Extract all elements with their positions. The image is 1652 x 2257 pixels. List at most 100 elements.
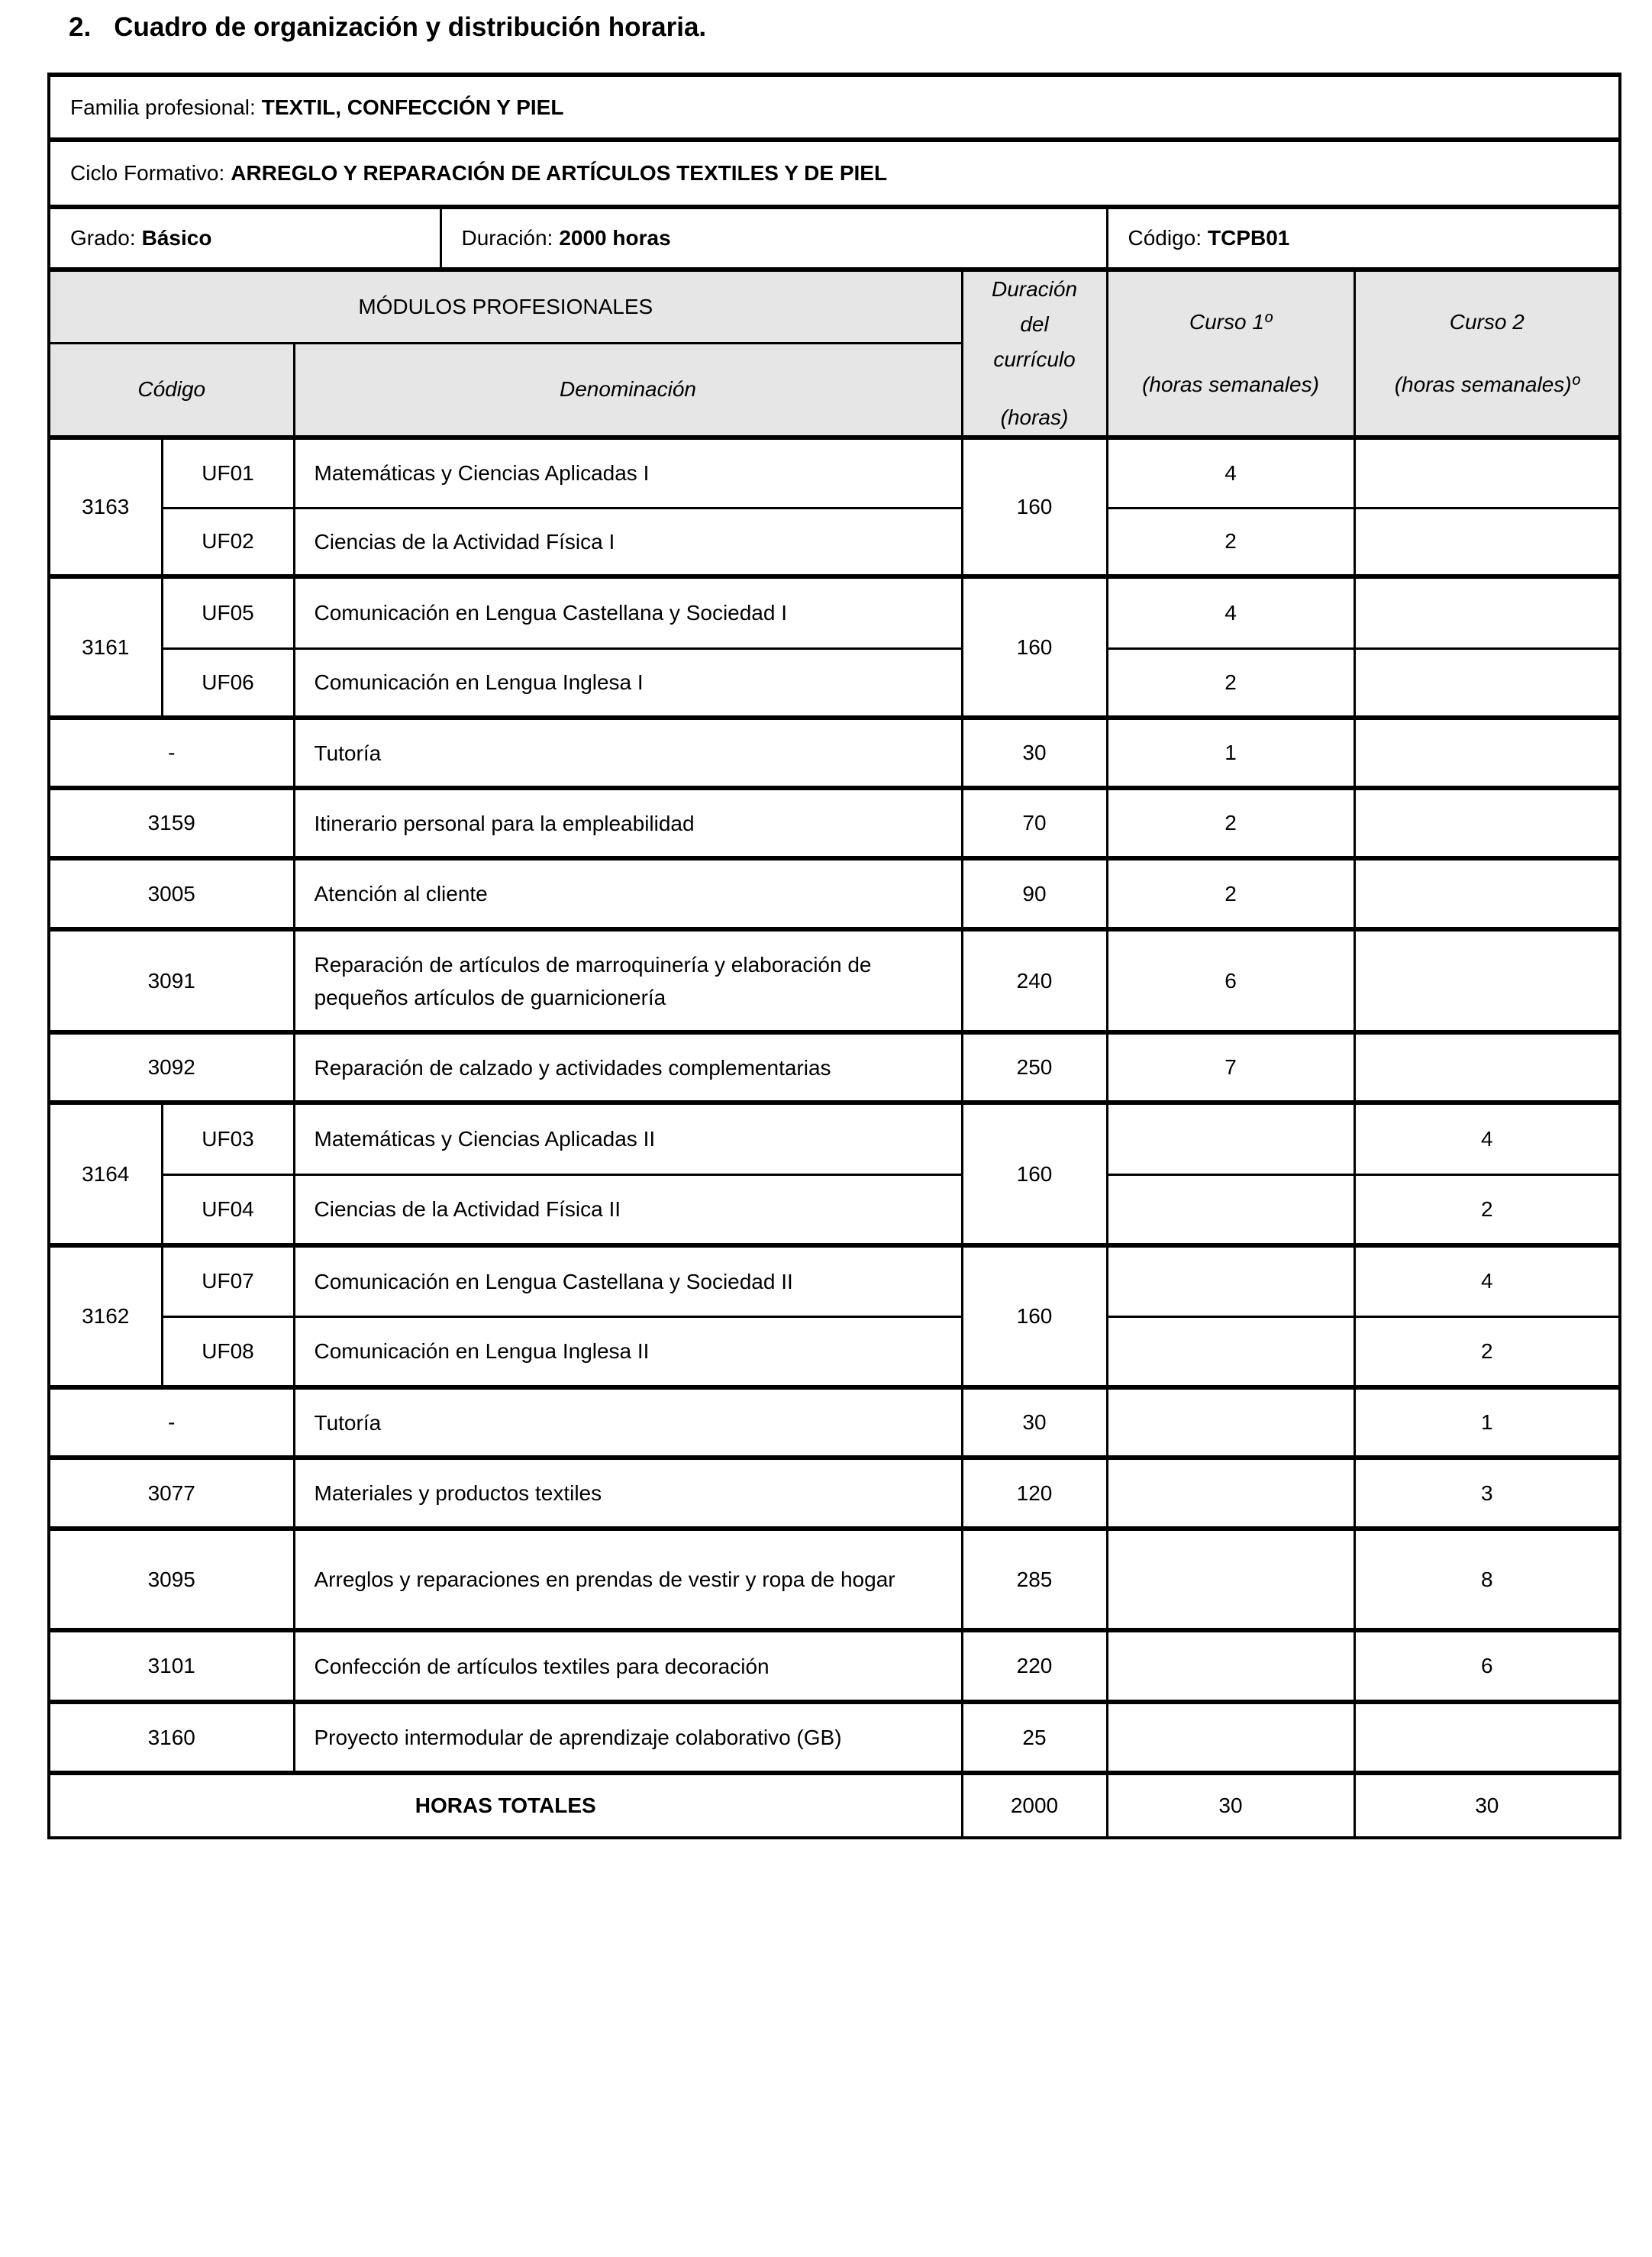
header-curso2-lines: Curso 2 (horas semanales)º: [1357, 305, 1618, 402]
duracion-cell: Duración: 2000 horas: [439, 205, 1108, 271]
header-curso2-line2: (horas semanales)º: [1394, 373, 1579, 396]
module-course1-hours: 4: [1105, 574, 1356, 650]
codigo-cell: Código: TCPB01: [1105, 205, 1621, 271]
familia-label: Familia profesional:: [70, 95, 256, 119]
module-name: Confección de artículos textiles para de…: [292, 1628, 963, 1703]
table-row: - Tutoría 30 1: [47, 715, 1621, 789]
table-row: UF02 Ciencias de la Actividad Física I 2: [49, 506, 1621, 578]
module-course1-hours: 2: [1105, 856, 1356, 931]
module-code: -: [47, 1385, 295, 1459]
header-duracion-lines: Duración del currículo (horas): [964, 274, 1105, 435]
module-course1-hours: 2: [1105, 506, 1356, 578]
module-course2-hours: 4: [1353, 1243, 1621, 1318]
table-row: 3095 Arreglos y reparaciones en prendas …: [47, 1526, 1621, 1632]
module-course1-hours: [1105, 1700, 1356, 1774]
module-uf-code: UF03: [160, 1100, 295, 1176]
table-row: - Tutoría 30 1: [47, 1385, 1621, 1459]
title-text: Cuadro de organización y distribución ho…: [114, 12, 707, 42]
module-uf-code: UF06: [160, 647, 295, 719]
module-name: Comunicación en Lengua Inglesa I: [292, 647, 963, 719]
module-name: Tutoría: [292, 1385, 963, 1459]
module-course1-hours: [1105, 1243, 1356, 1318]
table-row: UF08 Comunicación en Lengua Inglesa II 2: [49, 1315, 1621, 1389]
table-row: 3077 Materiales y productos textiles 120…: [47, 1455, 1621, 1530]
module-code: 3164: [47, 1100, 163, 1247]
module-code: 3162: [47, 1243, 163, 1389]
module-name: Comunicación en Lengua Inglesa II: [292, 1315, 963, 1389]
ciclo-row: Ciclo Formativo: ARREGLO Y REPARACIÓN DE …: [47, 137, 1621, 208]
table-row: 3159 Itinerario personal para la empleab…: [47, 786, 1621, 860]
ciclo-label: Ciclo Formativo:: [70, 161, 225, 185]
table-row: 3161 UF05 Comunicación en Lengua Castell…: [47, 574, 1621, 719]
module-name: Matemáticas y Ciencias Aplicadas II: [292, 1100, 963, 1176]
grado-cell: Grado: Básico: [47, 205, 442, 271]
module-course1-hours: 1: [1105, 715, 1356, 789]
module-course1-hours: 2: [1105, 647, 1356, 719]
module-name: Matemáticas y Ciencias Aplicadas I: [292, 435, 963, 509]
header-curso1-lines: Curso 1º (horas semanales): [1109, 305, 1352, 402]
module-name: Reparación de calzado y actividades comp…: [292, 1030, 963, 1104]
header-curso1-line2: (horas semanales): [1142, 373, 1319, 396]
module-course2-hours: [1353, 927, 1621, 1034]
module-course1-hours: [1105, 1173, 1356, 1247]
totals-row: HORAS TOTALES 2000 30 30: [47, 1771, 1621, 1839]
table-row: 3091 Reparación de artículos de marroqui…: [47, 927, 1621, 1034]
module-course2-hours: [1353, 1700, 1621, 1774]
ciclo-value: ARREGLO Y REPARACIÓN DE ARTÍCULOS TEXTIL…: [231, 161, 888, 185]
module-code: 3005: [47, 856, 295, 931]
module-hours: 160: [960, 1100, 1108, 1247]
module-course1-hours: [1105, 1385, 1356, 1459]
table-row: UF06 Comunicación en Lengua Inglesa I 2: [49, 647, 1621, 719]
familia-value: TEXTIL, CONFECCIÓN Y PIEL: [261, 95, 564, 119]
module-course2-hours: 1: [1353, 1385, 1621, 1459]
module-name: Ciencias de la Actividad Física II: [292, 1173, 963, 1247]
familia-row: Familia profesional: TEXTIL, CONFECCIÓN Y…: [47, 73, 1621, 141]
module-course1-hours: [1105, 1526, 1356, 1632]
header-duracion-line1: Duración: [991, 277, 1078, 301]
module-uf-code: UF01: [160, 435, 295, 509]
module-name: Comunicación en Lengua Castellana y Soci…: [292, 574, 963, 650]
module-course2-hours: [1353, 786, 1621, 860]
module-course2-hours: 2: [1353, 1315, 1621, 1389]
module-hours: 240: [960, 927, 1108, 1034]
module-hours: 160: [960, 435, 1108, 578]
module-course2-hours: [1353, 1030, 1621, 1104]
module-name: Proyecto intermodular de aprendizaje col…: [292, 1700, 963, 1774]
grado-value: Básico: [141, 226, 212, 250]
module-course1-hours: [1105, 1628, 1356, 1703]
table-row: 3101 Confección de artículos textiles pa…: [47, 1628, 1621, 1703]
module-name: Arreglos y reparaciones en prendas de ve…: [292, 1526, 963, 1632]
title-number: 2.: [69, 12, 92, 42]
totals-label: HORAS TOTALES: [47, 1771, 963, 1839]
totals-course2: 30: [1353, 1771, 1621, 1839]
module-uf-code: UF05: [160, 574, 295, 650]
module-hours: 220: [960, 1628, 1108, 1703]
header-curso1-line1: Curso 1º: [1189, 310, 1273, 334]
duracion-label: Duración:: [461, 226, 553, 250]
header-duracion-line2: del: [1020, 312, 1049, 336]
module-course2-hours: [1353, 856, 1621, 931]
module-course1-hours: [1105, 1315, 1356, 1389]
module-name: Materiales y productos textiles: [292, 1455, 963, 1530]
module-hours: 250: [960, 1030, 1108, 1104]
module-course2-hours: [1353, 506, 1621, 578]
module-uf-code: UF08: [160, 1315, 295, 1389]
header-duracion-curriculo: Duración del currículo (horas): [960, 267, 1108, 439]
module-hours: 70: [960, 786, 1108, 860]
table-row: 3162 UF07 Comunicación en Lengua Castell…: [47, 1243, 1621, 1389]
totals-hours: 2000: [960, 1771, 1108, 1839]
module-course1-hours: 2: [1105, 786, 1356, 860]
codigo-value: TCPB01: [1208, 226, 1290, 250]
module-course2-hours: 2: [1353, 1173, 1621, 1247]
module-uf-code: UF07: [160, 1243, 295, 1318]
table-row: 3092 Reparación de calzado y actividades…: [47, 1030, 1621, 1104]
module-course1-hours: 7: [1105, 1030, 1356, 1104]
header-codigo: Código: [47, 341, 295, 439]
module-code: 3161: [47, 574, 163, 719]
table-row: 3163 UF01 Matemáticas y Ciencias Aplicad…: [47, 435, 1621, 578]
module-name: Atención al cliente: [292, 856, 963, 931]
module-course2-hours: 4: [1353, 1100, 1621, 1176]
module-uf-code: UF02: [160, 506, 295, 578]
module-code: 3091: [47, 927, 295, 1034]
